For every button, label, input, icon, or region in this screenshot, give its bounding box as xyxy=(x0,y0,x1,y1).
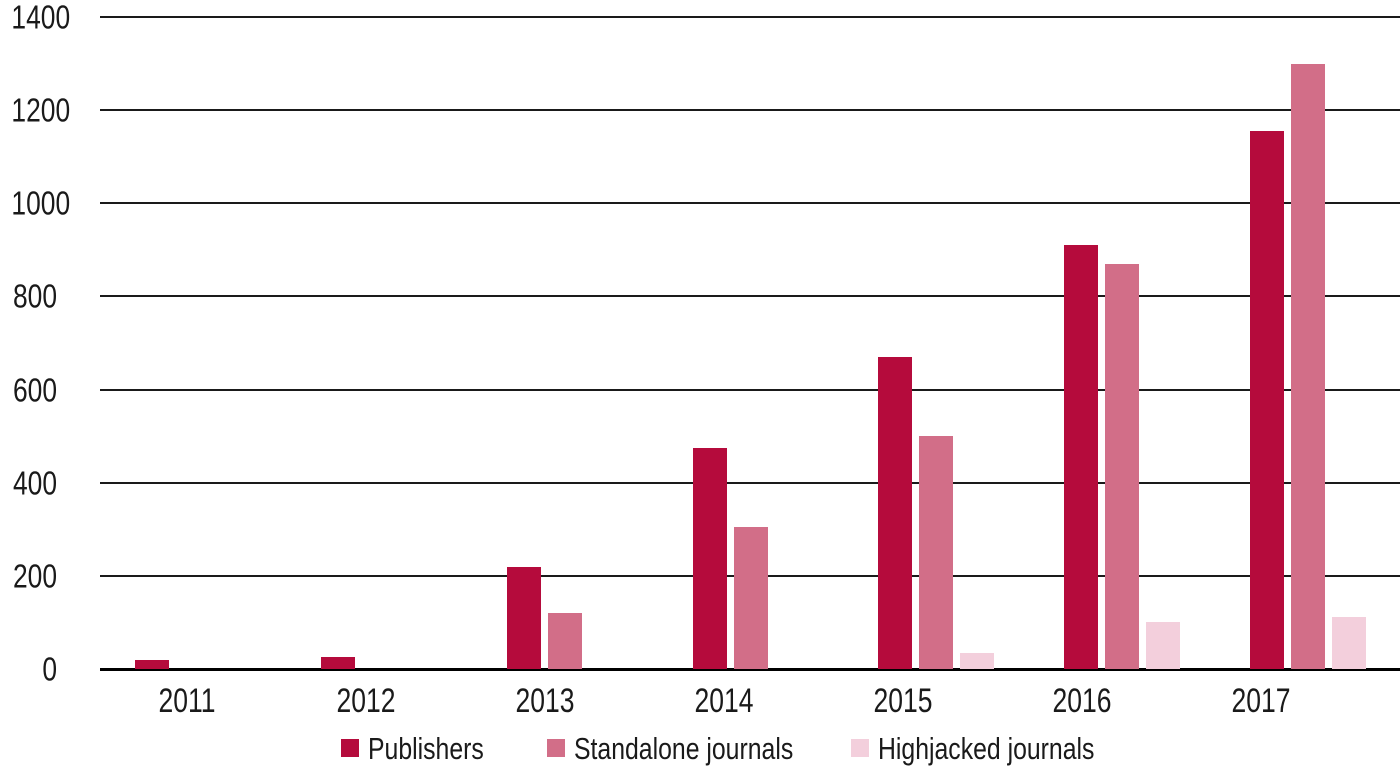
x-axis-label-2013: 2013 xyxy=(515,682,575,720)
publishers-swatch-icon xyxy=(341,739,359,757)
standalone-journals-swatch-icon xyxy=(547,739,565,757)
x-axis-label-2014: 2014 xyxy=(694,682,754,720)
bar-standalone-journals-2015 xyxy=(919,436,954,669)
y-axis-label-800: 800 xyxy=(12,277,58,315)
bar-standalone-journals-2013 xyxy=(547,613,582,669)
bar-standalone-journals-2014 xyxy=(733,527,768,669)
gridline-800 xyxy=(100,295,1400,298)
bar-highjacked-journals-2016 xyxy=(1146,622,1181,669)
gridline-400 xyxy=(100,481,1400,484)
y-axis-label-1400: 1400 xyxy=(11,0,71,36)
x-axis-label-2012: 2012 xyxy=(336,682,396,720)
x-axis-label-2016: 2016 xyxy=(1052,682,1112,720)
x-axis-label-2017: 2017 xyxy=(1231,682,1291,720)
y-axis-label-600: 600 xyxy=(12,371,58,409)
bar-standalone-journals-2016 xyxy=(1105,263,1140,669)
legend-label-publishers: Publishers xyxy=(368,730,484,766)
bar-publishers-2011 xyxy=(135,659,169,669)
bar-publishers-2017 xyxy=(1250,131,1284,669)
gridline-600 xyxy=(100,388,1400,391)
bar-publishers-2012 xyxy=(320,657,355,669)
x-axis-label-2011: 2011 xyxy=(158,682,216,720)
gridline-1200 xyxy=(100,109,1400,112)
legend-item-standalone-journals: Standalone journals xyxy=(547,730,848,766)
y-axis-label-400: 400 xyxy=(12,464,58,502)
y-axis-label-0: 0 xyxy=(42,650,57,688)
x-axis-line xyxy=(100,668,1400,671)
legend-label-highjacked-journals: Highjacked journals xyxy=(878,730,1095,766)
x-axis-label-2015: 2015 xyxy=(873,682,933,720)
bar-publishers-2014 xyxy=(692,447,727,669)
bar-publishers-2015 xyxy=(878,357,913,669)
y-axis-label-200: 200 xyxy=(12,557,58,595)
y-axis-label-1200: 1200 xyxy=(11,91,71,129)
gridline-1400 xyxy=(100,16,1400,18)
legend-label-standalone-journals: Standalone journals xyxy=(574,730,794,766)
legend-item-publishers: Publishers xyxy=(341,730,513,766)
bar-publishers-2016 xyxy=(1064,245,1099,669)
highjacked-journals-swatch-icon xyxy=(851,739,869,757)
y-axis-label-1000: 1000 xyxy=(11,184,71,222)
legend-item-highjacked-journals: Highjacked journals xyxy=(851,730,1149,766)
bar-highjacked-journals-2017 xyxy=(1332,616,1366,669)
bar-standalone-journals-2017 xyxy=(1291,63,1325,669)
gridline-1000 xyxy=(100,202,1400,205)
bar-publishers-2013 xyxy=(506,566,541,669)
bar-highjacked-journals-2015 xyxy=(960,652,995,669)
